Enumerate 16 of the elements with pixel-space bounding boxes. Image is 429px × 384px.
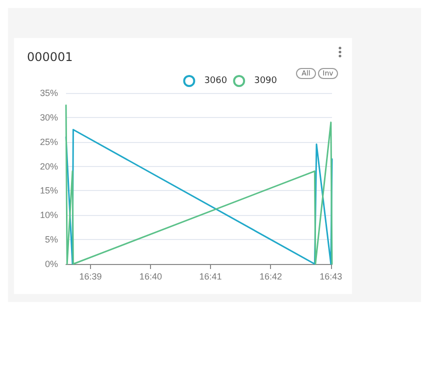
y-tick-label: 10% [40, 210, 58, 220]
y-tick-label: 35% [40, 88, 58, 98]
legend-label: 3090 [254, 76, 278, 86]
x-tick-label: 16:41 [199, 272, 222, 282]
x-tick-label: 16:42 [259, 272, 282, 282]
y-tick-label: 5% [44, 234, 58, 245]
y-tick-label: 30% [40, 112, 58, 122]
chart-title: 000001 [27, 50, 73, 64]
x-tick-label: 16:40 [139, 272, 162, 282]
legend-label: 3060 [204, 76, 228, 86]
y-tick-label: 0% [44, 259, 58, 269]
y-tick-label: 15% [40, 186, 58, 196]
y-tick-label: 25% [40, 136, 58, 147]
x-tick-label: 16:43 [320, 272, 342, 282]
x-tick-label: 16:39 [79, 272, 102, 282]
y-tick-label: 20% [40, 161, 58, 172]
